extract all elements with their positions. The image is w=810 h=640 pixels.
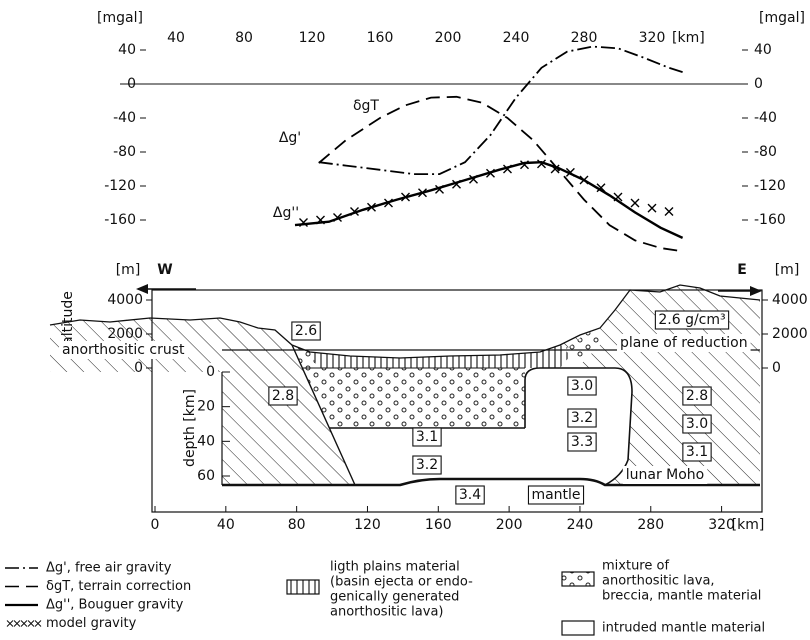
direction-west: W [157,262,172,278]
curve-label: δgT [353,98,379,114]
figure: [mgal][mgal]4080120160200240280320[km]40… [0,0,810,640]
depth-tick-label: 60 [197,468,215,484]
x-tick-label: 0 [151,517,160,533]
mixture-dots [302,368,525,428]
x-tick-label: 280 [571,30,598,46]
section-label: 2.6 g/cm³ [658,312,725,328]
depth-tick-label: 0 [206,364,215,380]
legend-swatch [562,572,594,586]
x-tick-label: 240 [503,30,530,46]
y-tick-label: -80 [113,144,136,160]
x-tick-label: 320 [639,30,666,46]
legend-text: breccia, mantle material [602,589,761,604]
x-tick-label: 160 [367,30,394,46]
legend-text: genically generated [330,590,459,605]
legend-label: δgT, terrain correction [46,579,191,594]
legend-label: model gravity [46,616,137,631]
section-label: 2.8 [272,388,294,404]
altitude-tick-label: 2000 [107,326,143,342]
legend-text: ligth plains material [330,560,460,575]
x-unit: [km] [732,517,765,533]
section-label: 3.0 [571,378,593,394]
y-tick-label-right: -80 [754,144,777,160]
y-tick-label-right: -40 [754,110,777,126]
y-tick-label-right: -160 [754,212,786,228]
section-label: 3.1 [686,444,708,460]
altitude-tick-label-right: 4000 [772,292,808,308]
y-tick-label: 40 [118,42,136,58]
altitude-unit-right: [m] [775,262,800,278]
legend-text: anorthositic lava, [602,574,715,589]
section-label: 2.6 [295,323,317,339]
y-tick-label: -120 [104,178,136,194]
section-label: 3.0 [686,416,708,432]
depth-tick-label: 40 [197,433,215,449]
x-tick-label: 40 [167,30,185,46]
altitude-tick-label: 0 [134,360,143,376]
legend-swatch [562,621,594,635]
x-unit: [km] [672,30,705,46]
section-label: 2.8 [686,388,708,404]
y-tick-label: -160 [104,212,136,228]
section-label: anorthositic crust [62,342,185,358]
depth-tick-label: 20 [197,399,215,415]
y-tick-label-right: -120 [754,178,786,194]
altitude-tick-label-right: 2000 [772,326,808,342]
altitude-label: altitude [60,291,76,345]
x-tick-label: 120 [354,517,381,533]
x-tick-label: 40 [217,517,235,533]
section-label: lunar Moho [626,467,705,483]
x-tick-label: 240 [567,517,594,533]
y-tick-label-right: 0 [754,76,763,92]
x-tick-label: 80 [235,30,253,46]
section-label: 3.3 [571,434,593,450]
curve-label: Δg' [279,130,301,146]
section-label: 3.4 [459,487,481,503]
x-tick-label: 200 [435,30,462,46]
legend-swatch [287,580,319,594]
x-tick-label: 120 [299,30,326,46]
page: [mgal][mgal]4080120160200240280320[km]40… [0,0,810,640]
y-tick-label-right: 40 [754,42,772,58]
legend-text: mixture of [602,559,669,574]
altitude-unit: [m] [116,262,141,278]
x-tick-label: 200 [496,517,523,533]
x-tick-label: 160 [425,517,452,533]
direction-east: E [737,262,747,278]
x-tick-label: 80 [288,517,306,533]
altitude-tick-label: 4000 [107,292,143,308]
depth-label: depth [km] [182,389,198,467]
y-unit-left: [mgal] [97,10,143,26]
legend-text: intruded mantle material [602,621,765,636]
legend-text: (basin ejecta or endo- [330,575,473,590]
legend-label: Δg', free air gravity [46,561,172,576]
x-tick-label: 280 [637,517,664,533]
section-label: 3.2 [416,457,438,473]
curve-label: Δg'' [273,205,299,221]
y-unit-right: [mgal] [759,10,805,26]
legend-label: Δg'', Bouguer gravity [46,598,184,613]
legend-text: anorthositic lava) [330,605,443,620]
altitude-tick-label-right: 0 [772,360,781,376]
y-tick-label: -40 [113,110,136,126]
section-label: mantle [531,487,580,503]
section-label: 3.1 [416,429,438,445]
section-label: 3.2 [571,410,593,426]
section-label: plane of reduction [620,335,748,351]
